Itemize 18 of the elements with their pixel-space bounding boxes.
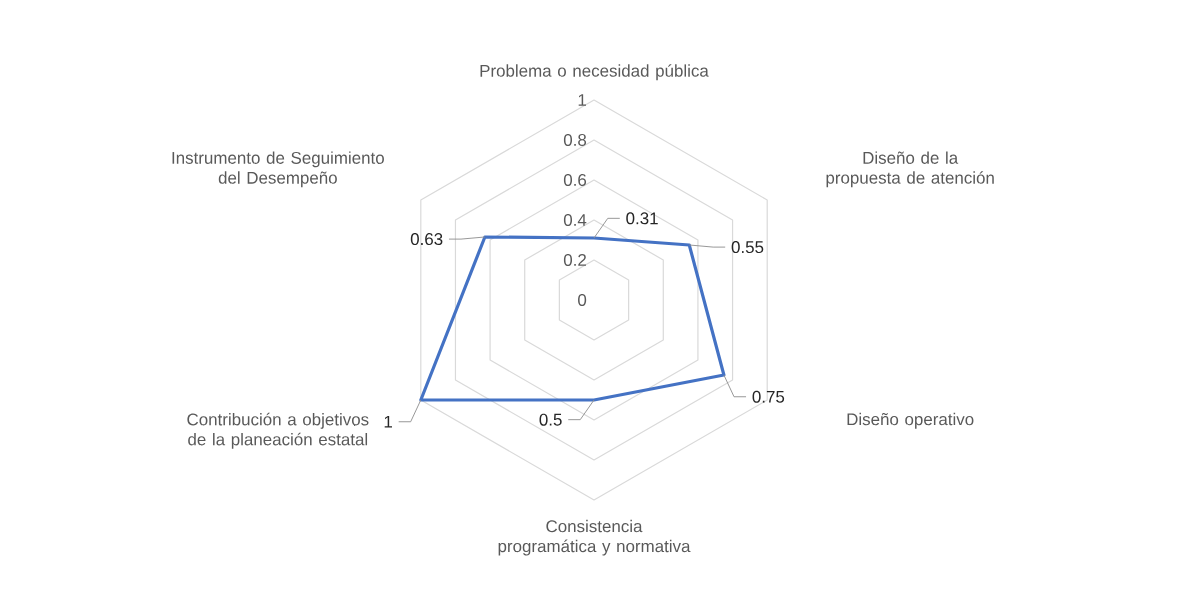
spoke-label: Contribución a objetivos de la planeación estatal [187,412,369,449]
spoke-label: Problema o necesidad pública [480,64,709,81]
y-tick-label: 0.2 [563,254,586,266]
y-tick-label: 1 [578,94,586,106]
spoke-label: Diseño de la propuesta de atención [826,151,994,188]
spoke-label: Consistencia programática y normativa [498,519,691,556]
y-tick-label: 0.4 [563,214,587,226]
y-tick-label: 0 [578,294,587,306]
data-label: 0.5 [539,413,562,426]
data-label: 1 [384,415,392,428]
data-label: 0.63 [410,233,443,246]
spoke-label: Instrumento de Seguimiento del Desempeño [172,151,384,188]
data-label: 0.55 [731,241,764,254]
data-label: 0.75 [752,390,785,403]
spoke-label: Diseño operativo [847,412,974,429]
data-label: 0.31 [626,212,658,225]
y-tick-label: 0.6 [563,174,587,186]
y-tick-label: 0.8 [563,134,587,146]
